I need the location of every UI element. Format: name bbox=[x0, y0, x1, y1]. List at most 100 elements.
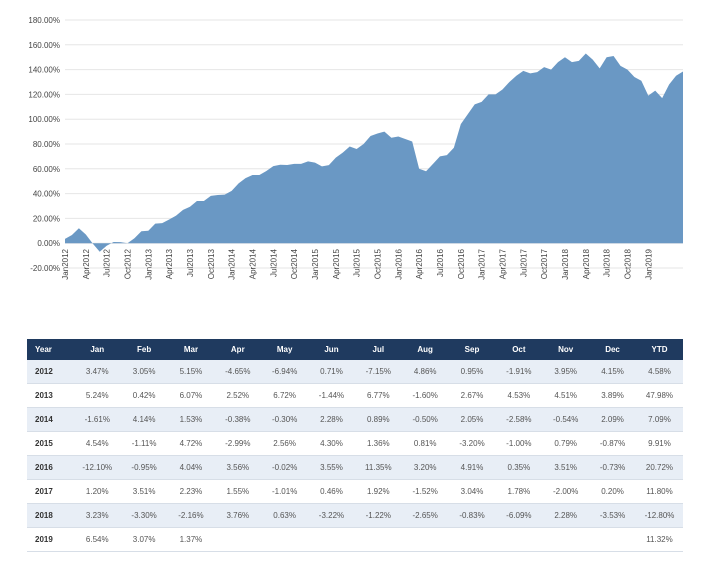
return-cell bbox=[401, 527, 449, 552]
return-cell: -2.99% bbox=[214, 431, 262, 456]
return-cell: -0.02% bbox=[261, 455, 309, 480]
return-cell: 1.53% bbox=[167, 407, 215, 432]
x-tick-label: Oct2013 bbox=[207, 248, 216, 279]
table-row: 2015 4.54% -1.11% 4.72% -2.99% 2.56% 4.30% 1.36… bbox=[27, 431, 683, 456]
return-cell: 6.77% bbox=[354, 383, 402, 408]
y-tick-label: 100.00% bbox=[28, 115, 60, 124]
return-cell: 2.05% bbox=[448, 407, 496, 432]
return-cell: 47.98% bbox=[635, 383, 683, 408]
x-tick-label: Jul2015 bbox=[353, 248, 362, 277]
return-cell: -0.73% bbox=[589, 455, 636, 480]
return-cell bbox=[214, 527, 262, 552]
return-cell: -2.00% bbox=[542, 479, 590, 504]
table-body: 2012 3.47% 3.05% 5.15% -4.65% -6.94% 0.71% -7.1… bbox=[27, 360, 683, 552]
return-cell: -1.44% bbox=[308, 383, 355, 408]
return-cell: 3.04% bbox=[448, 479, 496, 504]
column-header-may: May bbox=[261, 339, 309, 360]
x-tick-label: Jan2017 bbox=[478, 248, 487, 279]
return-cell: 4.58% bbox=[635, 360, 683, 384]
return-cell: 3.07% bbox=[120, 527, 168, 552]
year-cell: 2019 bbox=[27, 527, 74, 552]
table-row: 2019 6.54% 3.07% 1.37% 11.32% bbox=[27, 527, 683, 552]
return-cell: 0.42% bbox=[120, 383, 168, 408]
x-tick-label: Jul2018 bbox=[603, 248, 612, 277]
table-row: 2012 3.47% 3.05% 5.15% -4.65% -6.94% 0.71% -7.1… bbox=[27, 360, 683, 384]
return-cell: -6.94% bbox=[261, 360, 309, 384]
column-header-feb: Feb bbox=[120, 339, 168, 360]
x-tick-label: Apr2015 bbox=[332, 248, 341, 279]
return-cell: 4.30% bbox=[308, 431, 355, 456]
return-cell: -1.22% bbox=[354, 503, 402, 528]
return-cell: 0.20% bbox=[589, 479, 636, 504]
x-tick-label: Apr2016 bbox=[415, 248, 424, 279]
table-row: 2013 5.24% 0.42% 6.07% 2.52% 6.72% -1.44% 6.77%… bbox=[27, 383, 683, 408]
return-cell: 0.79% bbox=[542, 431, 590, 456]
return-cell: 0.89% bbox=[354, 407, 402, 432]
table-row: 2016 -12.10% -0.95% 4.04% 3.56% -0.02% 3.55% 11… bbox=[27, 455, 683, 480]
return-cell: 3.89% bbox=[589, 383, 636, 408]
x-tick-label: Jan2014 bbox=[228, 248, 237, 279]
y-tick-label: 180.00% bbox=[28, 16, 60, 25]
x-tick-label: Oct2016 bbox=[457, 248, 466, 279]
return-cell: 1.55% bbox=[214, 479, 262, 504]
return-cell: 2.23% bbox=[167, 479, 215, 504]
x-tick-label: Apr2014 bbox=[248, 248, 257, 279]
return-cell: -3.30% bbox=[120, 503, 168, 528]
y-tick-label: 140.00% bbox=[28, 66, 60, 75]
x-tick-label: Apr2013 bbox=[165, 248, 174, 279]
x-tick-label: Jan2016 bbox=[394, 248, 403, 279]
x-tick-label: Jul2013 bbox=[186, 248, 195, 277]
column-header-nov: Nov bbox=[542, 339, 590, 360]
x-tick-label: Oct2017 bbox=[540, 248, 549, 279]
return-cell: 6.07% bbox=[167, 383, 215, 408]
return-cell: 1.78% bbox=[495, 479, 543, 504]
year-cell: 2012 bbox=[27, 360, 74, 384]
return-cell bbox=[495, 527, 543, 552]
return-cell: 4.53% bbox=[495, 383, 543, 408]
return-cell: 4.15% bbox=[589, 360, 636, 384]
cumulative-return-area bbox=[65, 53, 683, 252]
return-cell: -12.80% bbox=[635, 503, 683, 528]
return-cell: -12.10% bbox=[73, 455, 121, 480]
return-cell: 4.04% bbox=[167, 455, 215, 480]
return-cell: 4.54% bbox=[73, 431, 121, 456]
return-cell: 0.81% bbox=[401, 431, 449, 456]
return-cell: 0.35% bbox=[495, 455, 543, 480]
return-cell: -2.65% bbox=[401, 503, 449, 528]
return-cell: 11.32% bbox=[635, 527, 683, 552]
year-cell: 2014 bbox=[27, 407, 74, 432]
return-cell: 3.23% bbox=[73, 503, 121, 528]
return-cell: 0.71% bbox=[308, 360, 355, 384]
x-tick-label: Oct2015 bbox=[373, 248, 382, 279]
x-tick-label: Apr2017 bbox=[498, 248, 507, 279]
return-cell: 4.91% bbox=[448, 455, 496, 480]
return-cell bbox=[589, 527, 636, 552]
x-tick-label: Jan2018 bbox=[561, 248, 570, 279]
y-tick-label: 0.00% bbox=[37, 239, 60, 248]
y-axis: -20.00% 0.00% 20.00% 40.00% 60.00% 80.00% 100.… bbox=[28, 16, 60, 273]
y-tick-label: 40.00% bbox=[33, 190, 60, 199]
return-cell: 2.09% bbox=[589, 407, 636, 432]
x-tick-label: Oct2014 bbox=[290, 248, 299, 279]
x-tick-label: Jul2017 bbox=[519, 248, 528, 277]
x-tick-label: Jul2016 bbox=[436, 248, 445, 277]
column-header-ytd: YTD bbox=[635, 339, 683, 360]
x-tick-label: Oct2012 bbox=[123, 248, 132, 279]
column-header-sep: Sep bbox=[448, 339, 496, 360]
return-cell bbox=[448, 527, 496, 552]
cumulative-return-chart: -20.00% 0.00% 20.00% 40.00% 60.00% 80.00% 100.… bbox=[28, 16, 683, 280]
return-cell: -0.54% bbox=[542, 407, 590, 432]
return-cell: -0.87% bbox=[589, 431, 636, 456]
return-cell: 4.51% bbox=[542, 383, 590, 408]
return-cell: -0.95% bbox=[120, 455, 168, 480]
return-cell: 5.24% bbox=[73, 383, 121, 408]
x-tick-label: Apr2012 bbox=[82, 248, 91, 279]
year-cell: 2018 bbox=[27, 503, 74, 528]
return-cell: 9.91% bbox=[635, 431, 683, 456]
x-tick-label: Jan2015 bbox=[311, 248, 320, 279]
return-cell: 1.37% bbox=[167, 527, 215, 552]
column-header-jun: Jun bbox=[308, 339, 355, 360]
return-cell: -3.53% bbox=[589, 503, 636, 528]
x-tick-label: Jul2012 bbox=[103, 248, 112, 277]
column-header-dec: Dec bbox=[589, 339, 636, 360]
